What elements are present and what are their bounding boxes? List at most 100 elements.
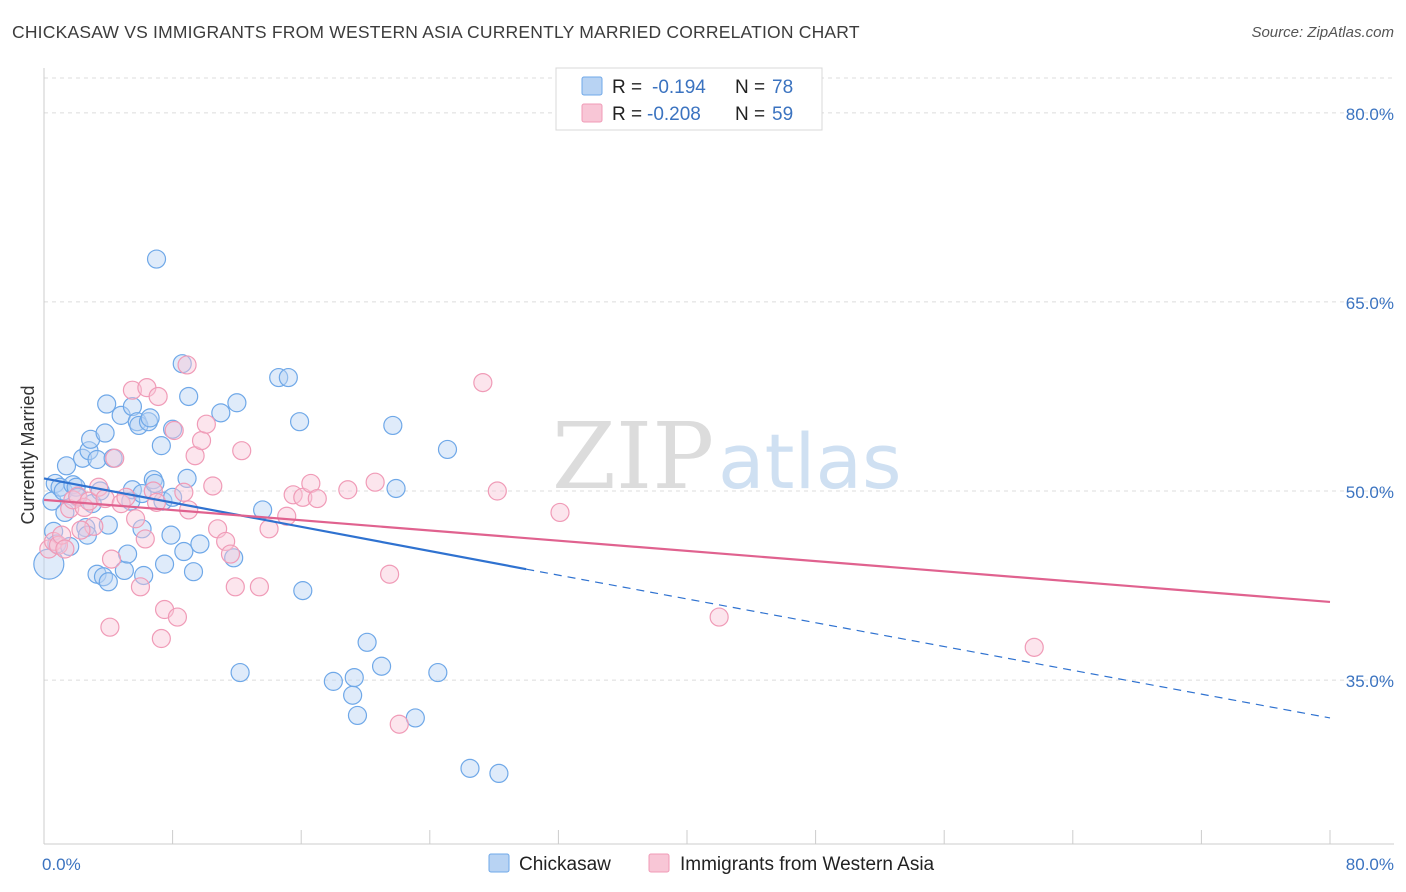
point-chickasaw-73: [405, 708, 425, 728]
point-chickasaw-46: [154, 554, 175, 574]
point-western-asia-21: [135, 529, 155, 549]
stats-n-label-0: N =: [735, 77, 765, 98]
point-chickasaw-40: [140, 408, 160, 428]
watermark: ZIP atlas: [552, 403, 902, 510]
stats-n-value-0: 78: [772, 77, 793, 98]
point-western-asia-9: [79, 491, 99, 511]
stats-r-label-1: R =: [612, 104, 642, 125]
point-chickasaw-25: [98, 572, 118, 592]
gridlines: [44, 77, 1394, 681]
point-chickasaw-56: [211, 403, 231, 423]
point-chickasaw-24: [97, 394, 117, 414]
trendlines: [43, 477, 1331, 719]
point-chickasaw-63: [289, 412, 310, 432]
point-chickasaw-33: [122, 396, 143, 417]
point-western-asia-35: [203, 476, 223, 496]
point-chickasaw-38: [134, 565, 154, 586]
watermark-zip: ZIP: [552, 403, 714, 510]
legend-label-chickasaw: Chickasaw: [519, 854, 611, 875]
point-chickasaw-54: [183, 562, 204, 582]
point-chickasaw-26: [98, 515, 118, 535]
point-chickasaw-71: [383, 415, 403, 436]
stats-n-label-1: N =: [735, 104, 765, 125]
point-chickasaw-72: [386, 478, 406, 499]
x-tick-label-min: 0.0%: [42, 855, 81, 874]
point-chickasaw-66: [343, 685, 363, 705]
trendline-western-asia: [43, 498, 1331, 604]
point-western-asia-55: [709, 607, 729, 627]
point-chickasaw-58: [224, 548, 244, 568]
point-western-asia-49: [365, 472, 385, 492]
stats-r-label-0: R =: [612, 77, 642, 98]
point-western-asia-17: [116, 487, 136, 507]
axes: [43, 68, 1394, 845]
point-chickasaw-64: [293, 581, 313, 601]
point-western-asia-41: [249, 577, 270, 597]
trendline-extension-chickasaw: [526, 568, 1331, 719]
point-western-asia-48: [338, 480, 358, 500]
y-tick-label-0: 80.0%: [1346, 105, 1394, 124]
point-western-asia-4: [55, 539, 75, 559]
y-axis-title: Currently Married: [18, 385, 38, 524]
point-chickasaw-67: [344, 667, 364, 688]
stats-legend: R = -0.194 N = 78 R = -0.208 N = 59: [555, 67, 823, 131]
y-tick-labels: 80.0% 65.0% 50.0% 35.0%: [1346, 105, 1394, 691]
point-western-asia-56: [1024, 637, 1044, 657]
point-western-asia-39: [225, 577, 245, 597]
point-western-asia-43: [277, 506, 297, 526]
point-western-asia-13: [100, 617, 120, 637]
point-western-asia-14: [101, 549, 122, 569]
point-western-asia-19: [126, 509, 146, 529]
point-chickasaw-49: [163, 419, 183, 439]
watermark-atlas: atlas: [718, 417, 902, 506]
point-chickasaw-70: [371, 656, 392, 676]
point-western-asia-38: [220, 544, 241, 564]
y-tick-label-2: 50.0%: [1346, 483, 1394, 502]
point-chickasaw-53: [179, 386, 199, 407]
point-chickasaw-23: [95, 423, 115, 443]
point-western-asia-10: [84, 516, 104, 536]
data-points: [33, 249, 1044, 784]
point-chickasaw-65: [323, 671, 343, 691]
point-western-asia-47: [307, 488, 327, 509]
point-western-asia-51: [389, 714, 409, 734]
point-western-asia-33: [191, 430, 212, 451]
point-chickasaw-35: [129, 415, 149, 436]
legend-swatch-western-asia: [648, 853, 670, 873]
point-western-asia-37: [216, 531, 236, 552]
point-chickasaw-69: [357, 632, 377, 652]
point-chickasaw-30: [117, 544, 138, 564]
point-chickasaw-42: [145, 473, 165, 494]
y-tick-label-1: 65.0%: [1346, 294, 1394, 313]
point-western-asia-28: [167, 607, 188, 627]
point-chickasaw-29: [114, 560, 134, 581]
point-chickasaw-51: [174, 541, 194, 562]
point-western-asia-18: [122, 380, 143, 400]
point-western-asia-57: [71, 520, 91, 540]
point-chickasaw-76: [460, 758, 480, 778]
point-western-asia-25: [151, 628, 171, 649]
stats-r-value-0: -0.194: [652, 77, 706, 98]
legend-label-western-asia: Immigrants from Western Asia: [680, 854, 935, 875]
stats-swatch-chickasaw: [581, 76, 603, 96]
point-western-asia-27: [164, 420, 184, 441]
point-chickasaw-8: [56, 456, 77, 476]
point-western-asia-40: [232, 441, 252, 461]
chart-title: CHICKASAW VS IMMIGRANTS FROM WESTERN ASI…: [12, 22, 860, 42]
point-western-asia-20: [130, 577, 151, 597]
point-western-asia-15: [105, 448, 125, 468]
point-chickasaw-74: [428, 662, 448, 683]
point-chickasaw-75: [437, 439, 458, 460]
point-chickasaw-43: [146, 249, 167, 269]
point-western-asia-29: [174, 482, 194, 502]
trendline-chickasaw: [43, 477, 527, 571]
point-western-asia-53: [487, 481, 507, 501]
point-chickasaw-17: [81, 429, 101, 449]
point-western-asia-24: [148, 386, 168, 407]
point-chickasaw-44: [151, 436, 171, 456]
point-chickasaw-20: [87, 449, 107, 470]
point-western-asia-52: [473, 373, 493, 393]
bottom-legend: Chickasaw Immigrants from Western Asia: [488, 853, 935, 875]
point-chickasaw-62: [278, 367, 298, 388]
